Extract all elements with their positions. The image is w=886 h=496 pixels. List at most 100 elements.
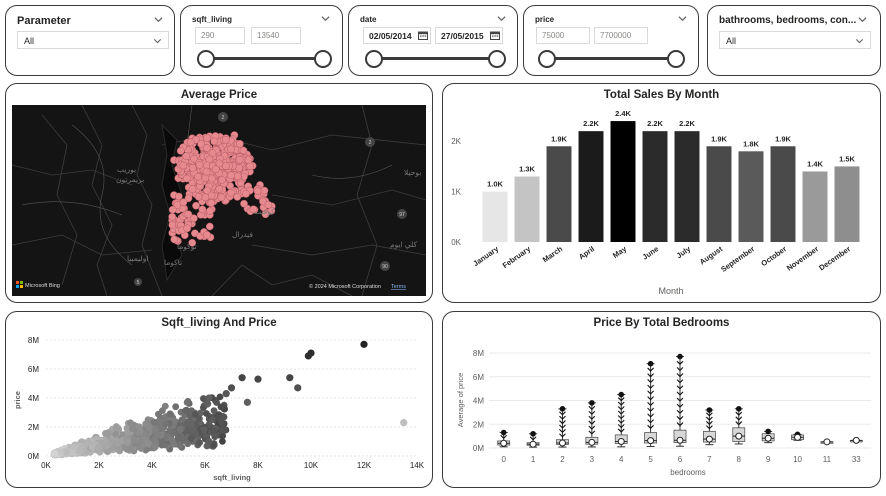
- rooms-dropdown[interactable]: All: [719, 31, 871, 49]
- map-bubble: [195, 193, 202, 200]
- date-start-handle[interactable]: [365, 50, 383, 68]
- box-mean-marker: [765, 435, 771, 441]
- sqft-price-scatter-card: Sqft_living And Price 0M 2M 4M 6M 8M 0K 2K 4K 6K…: [5, 311, 433, 488]
- sqft-living-max-handle[interactable]: [314, 50, 332, 68]
- scatter-point: [254, 376, 261, 383]
- svg-text:2: 2: [222, 115, 225, 121]
- x-tick-label: 10: [793, 455, 802, 464]
- scatter-point: [145, 423, 152, 430]
- map-terms-link[interactable]: Terms: [391, 284, 406, 290]
- x-tick-label: October: [759, 244, 788, 268]
- chevron-down-icon[interactable]: [321, 14, 330, 23]
- map-bubble: [206, 223, 213, 230]
- sqft-living-slicer[interactable]: sqft_living 290 13540: [180, 5, 343, 76]
- x-tick-label: 0K: [41, 461, 51, 470]
- box-outlier: [589, 400, 595, 406]
- svg-text:Microsoft Bing: Microsoft Bing: [25, 283, 60, 289]
- scatter-point: [115, 425, 122, 432]
- price-slicer-title: price: [535, 15, 554, 24]
- sqft-living-min-input[interactable]: 290: [195, 27, 245, 44]
- sqft-living-min-handle[interactable]: [197, 50, 215, 68]
- map-bubble: [180, 199, 187, 206]
- average-price-map[interactable]: 2 2 97 90 5 بوريب بريمرتون توكوما كوفنت …: [12, 105, 426, 296]
- chevron-down-icon[interactable]: [858, 15, 867, 24]
- map-bubble: [216, 185, 223, 192]
- scatter-point: [305, 352, 312, 359]
- bar: [611, 121, 636, 242]
- x-tick-label: November: [785, 244, 820, 272]
- scatter-point: [209, 416, 216, 423]
- scatter-point: [219, 438, 226, 445]
- price-slicer[interactable]: price 75000 7700000: [523, 5, 699, 76]
- price-by-bedrooms-chart[interactable]: 0M 2M 4M 6M 8M Average of price bedrooms 0 1 2 3 4 5…: [443, 312, 879, 486]
- scatter-point: [203, 410, 210, 417]
- calendar-icon[interactable]: [418, 31, 428, 40]
- chevron-down-icon[interactable]: [497, 14, 506, 23]
- bar: [643, 131, 668, 242]
- box-mean-marker: [648, 438, 654, 444]
- date-slicer[interactable]: date 02/05/2014 27/05/2015: [348, 5, 518, 76]
- price-max-input[interactable]: 7700000: [594, 27, 648, 44]
- map-bubble: [203, 168, 210, 175]
- x-axis-title: bedrooms: [670, 468, 706, 477]
- map-bubble: [183, 153, 190, 160]
- box-mean-marker: [736, 433, 742, 439]
- sales-by-month-chart[interactable]: 0K 1K 2K 1.0K January 1.3K February 1.9K March 2.…: [443, 84, 879, 301]
- sqft-price-scatter-chart[interactable]: 0M 2M 4M 6M 8M 0K 2K 4K 6K 8K 10K 12K 14K sqft_living…: [6, 312, 431, 486]
- y-tick-label: 8M: [28, 336, 39, 345]
- parameter-dropdown[interactable]: All: [17, 31, 169, 49]
- scatter-point: [162, 421, 169, 428]
- map-bubble: [211, 138, 218, 145]
- date-end-handle[interactable]: [488, 50, 506, 68]
- x-tick-label: 11: [823, 455, 832, 464]
- map-bubble: [177, 147, 184, 154]
- map-bubble: [180, 162, 187, 169]
- rooms-slicer[interactable]: bathrooms, bedrooms, con... All: [707, 5, 881, 76]
- scatter-point: [221, 427, 228, 434]
- box-outlier: [707, 407, 713, 413]
- y-tick-label: 4M: [28, 394, 39, 403]
- scatter-point: [167, 410, 174, 417]
- box-mean-marker: [824, 439, 830, 445]
- scatter-point: [63, 449, 70, 456]
- map-bubble: [187, 139, 194, 146]
- svg-text:2: 2: [369, 140, 372, 146]
- scatter-point: [210, 428, 217, 435]
- x-tick-label: 6: [678, 455, 683, 464]
- parameter-slicer[interactable]: Parameter All: [5, 5, 175, 76]
- scatter-point: [182, 407, 189, 414]
- y-tick-label: 4M: [473, 397, 484, 406]
- scatter-point: [105, 430, 112, 437]
- map-bubble: [242, 190, 249, 197]
- map-bubble: [169, 213, 176, 220]
- scatter-point: [211, 407, 218, 414]
- date-slicer-title: date: [360, 15, 376, 24]
- box-outlier: [618, 392, 624, 398]
- map-bubble: [212, 166, 219, 173]
- map-bubble: [185, 211, 192, 218]
- date-end-value: 27/05/2015: [441, 31, 484, 41]
- price-min-input[interactable]: 75000: [536, 27, 590, 44]
- map-bubble: [208, 175, 215, 182]
- chevron-down-icon[interactable]: [678, 14, 687, 23]
- bar: [803, 171, 828, 242]
- map-bubble: [202, 194, 209, 201]
- sqft-living-max-input[interactable]: 13540: [251, 27, 301, 44]
- scatter-point: [159, 407, 166, 414]
- map-bubble: [204, 135, 211, 142]
- price-min-handle[interactable]: [538, 50, 556, 68]
- svg-text:كوفنت: كوفنت: [254, 207, 275, 216]
- map-bubble: [189, 164, 196, 171]
- x-tick-label: 3: [590, 455, 595, 464]
- x-tick-label: 10K: [304, 461, 319, 470]
- bar: [547, 146, 572, 242]
- calendar-icon[interactable]: [490, 31, 500, 40]
- scatter-point: [128, 445, 135, 452]
- scatter-point: [52, 450, 59, 457]
- map-bubble: [195, 173, 202, 180]
- chevron-down-icon[interactable]: [154, 15, 163, 24]
- price-max-handle[interactable]: [667, 50, 685, 68]
- scatter-point: [221, 414, 228, 421]
- bar: [675, 131, 700, 242]
- box-outlier: [677, 354, 683, 360]
